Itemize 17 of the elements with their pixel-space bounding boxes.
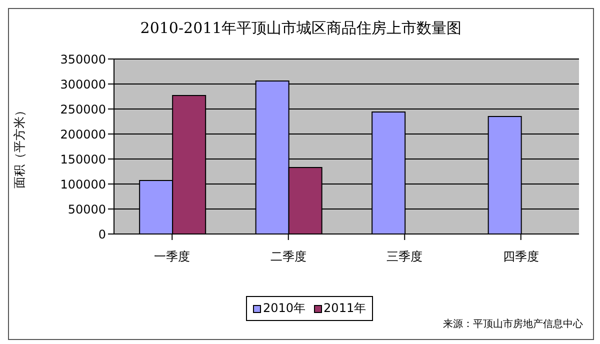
legend-label: 2011年 (322, 300, 366, 317)
y-tick-label: 250000 (60, 102, 106, 116)
y-tick-label: 150000 (60, 152, 106, 166)
y-tick-label: 200000 (60, 127, 106, 142)
y-tick-label: 300000 (60, 77, 106, 92)
y-tick-label: 50000 (68, 202, 106, 216)
x-tick-label: 一季度 (154, 250, 190, 264)
x-tick-label: 二季度 (270, 250, 306, 264)
x-tick-label: 四季度 (502, 250, 539, 264)
source-note: 来源：平顶山市房地产信息中心 (443, 318, 583, 331)
y-axis-title: 面积（平方米） (12, 104, 26, 188)
y-tick-label: 350000 (60, 52, 106, 66)
chart-title: 2010-2011年平顶山市城区商品住房上市数量图 (139, 19, 463, 38)
y-tick-label: 100000 (60, 177, 106, 192)
x-tick-label: 三季度 (386, 250, 423, 264)
y-tick-label: 0 (98, 227, 106, 242)
legend-label: 2010年 (262, 300, 306, 317)
